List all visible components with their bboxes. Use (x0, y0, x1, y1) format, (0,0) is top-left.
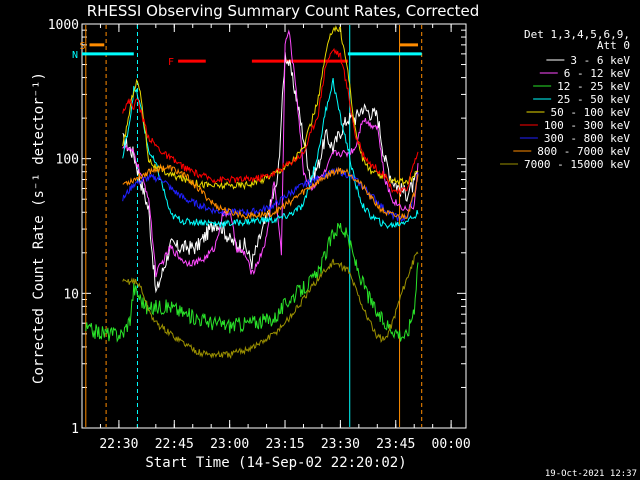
flag-label: N (72, 50, 78, 61)
y-tick-label: 1 (71, 422, 79, 437)
series-line (122, 78, 419, 230)
footer-date: 19-Oct-2021 12:37 (545, 469, 637, 479)
x-tick-label: 22:30 (99, 437, 138, 452)
series-line (122, 25, 419, 191)
legend-entry-label: 7000 - 15000 keV (524, 158, 630, 171)
legend-title: Det 1,3,4,5,6,9, (524, 28, 630, 41)
x-tick-label: 23:30 (321, 437, 360, 452)
y-tick-label: 1000 (48, 18, 79, 33)
legend-entry-label: 25 - 50 keV (557, 93, 630, 106)
y-tick-label: 10 (63, 287, 79, 302)
series-line (122, 51, 419, 294)
legend-entry-label: 3 - 6 keV (570, 54, 630, 67)
y-axis-label: Corrected Count Rate (s⁻¹ detector⁻¹) (31, 72, 47, 384)
legend-entry-label: 800 - 7000 keV (537, 145, 630, 158)
x-tick-label: 23:00 (210, 437, 249, 452)
x-tick-label: 22:45 (155, 437, 194, 452)
chart-title: RHESSI Observing Summary Count Rates, Co… (87, 2, 480, 20)
series-lines (85, 25, 419, 360)
flag-label: F (168, 57, 174, 68)
legend-title: Att 0 (597, 39, 630, 52)
series-line (85, 222, 419, 343)
legend-entry-label: 50 - 100 keV (551, 106, 631, 119)
observing-flags: SN F (72, 25, 423, 427)
series-line (122, 166, 419, 222)
x-tick-label: 00:00 (432, 437, 471, 452)
series-line (122, 163, 419, 221)
flag-label: S (79, 41, 85, 52)
x-axis-label: Start Time (14-Sep-02 22:20:02) (145, 455, 406, 471)
plot-frame (81, 23, 467, 429)
legend-entry-label: 12 - 25 keV (557, 80, 630, 93)
series-line (122, 47, 419, 196)
y-tick-label: 100 (56, 153, 79, 168)
legend-entry-label: 300 - 800 keV (544, 132, 630, 145)
legend-entry-label: 6 - 12 keV (564, 67, 631, 80)
legend-entry-label: 100 - 300 keV (544, 119, 630, 132)
series-line (122, 251, 419, 360)
x-tick-label: 23:45 (376, 437, 415, 452)
series-line (122, 29, 419, 278)
x-tick-label: 23:15 (265, 437, 304, 452)
